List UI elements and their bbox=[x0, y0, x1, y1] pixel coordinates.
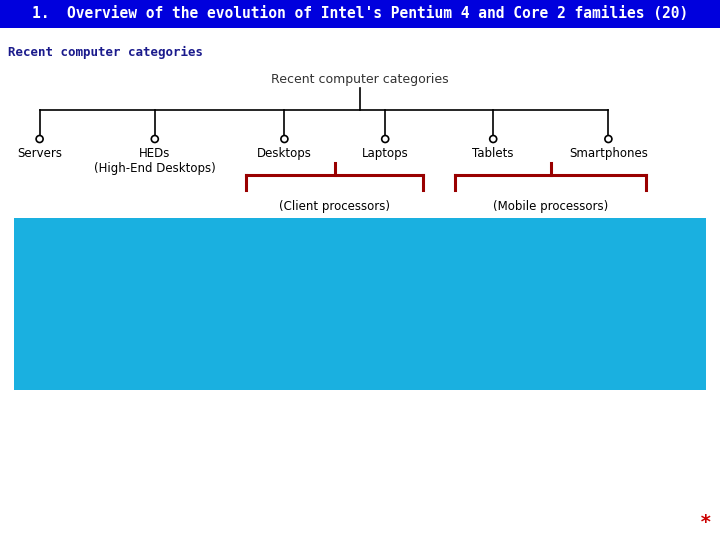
Text: Smartphones: Smartphones bbox=[569, 147, 648, 160]
Text: Desktops: Desktops bbox=[257, 147, 312, 160]
Circle shape bbox=[605, 136, 612, 143]
Text: Laptops: Laptops bbox=[362, 147, 408, 160]
Text: (Client processors): (Client processors) bbox=[279, 200, 390, 213]
Text: 1.  Overview of the evolution of Intel's Pentium 4 and Core 2 families (20): 1. Overview of the evolution of Intel's … bbox=[32, 6, 688, 22]
Text: Servers: Servers bbox=[17, 147, 62, 160]
Circle shape bbox=[151, 136, 158, 143]
Text: Recent computer categories: Recent computer categories bbox=[271, 73, 449, 86]
Circle shape bbox=[382, 136, 389, 143]
Text: Recent computer categories: Recent computer categories bbox=[8, 45, 203, 58]
Bar bbox=[14, 218, 706, 390]
Text: Tablets: Tablets bbox=[472, 147, 514, 160]
Circle shape bbox=[490, 136, 497, 143]
Circle shape bbox=[281, 136, 288, 143]
Text: HEDs
(High-End Desktops): HEDs (High-End Desktops) bbox=[94, 147, 216, 175]
Bar bbox=[0, 0, 720, 28]
Text: (Mobile processors): (Mobile processors) bbox=[493, 200, 608, 213]
Circle shape bbox=[36, 136, 43, 143]
Text: *: * bbox=[701, 513, 712, 532]
